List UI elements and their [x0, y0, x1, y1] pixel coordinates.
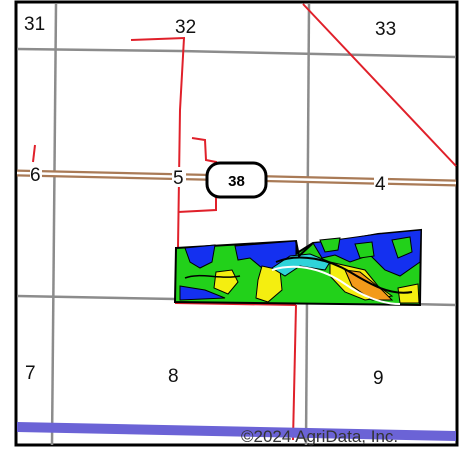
water-band: [17, 422, 456, 441]
section-label-7: 7: [25, 363, 36, 384]
section-label-33: 33: [375, 19, 396, 40]
section-label-4: 4: [375, 174, 386, 195]
section-line-north: [16, 47, 457, 59]
section-labels: 31 32 33 6 5 4 7 8 9: [24, 14, 396, 389]
section-line-middle: [304, 3, 311, 446]
red-boundary-lines: [32, 3, 457, 441]
red-line-northwest: [130, 37, 186, 41]
section-label-32: 32: [175, 17, 196, 38]
soil-polygon-orange: [344, 269, 394, 301]
red-line-diagonal: [302, 3, 457, 167]
soil-polygon-yellow-west: [213, 269, 239, 295]
section-label-6: 6: [30, 165, 41, 186]
section-label-5: 5: [173, 168, 184, 189]
soil-polygon-green-island-2: [391, 236, 413, 259]
highway-number: 38: [228, 173, 245, 190]
soil-field: [173, 228, 423, 307]
soil-polygon-green-island-1: [319, 237, 341, 253]
copyright-text: ©2024 AgriData, Inc.: [241, 427, 398, 446]
soil-polygon-blue-west: [184, 244, 216, 269]
soil-drainage-line-2: [271, 265, 401, 305]
soil-drainage-line-3: [184, 274, 241, 279]
highway-shield: 38: [205, 161, 268, 199]
section-label-8: 8: [168, 366, 179, 387]
red-line-hook: [177, 137, 217, 213]
map-frame: [14, 0, 459, 447]
soil-polygon-blue-south: [179, 285, 226, 301]
red-line-north-south: [177, 37, 185, 249]
section-line-west: [50, 3, 58, 446]
red-line-field-bottom: [174, 302, 297, 306]
soil-polygon-green-island-3: [354, 241, 375, 259]
section-label-9: 9: [373, 368, 384, 389]
section-label-31: 31: [24, 14, 45, 35]
red-line-south: [292, 304, 297, 441]
red-line-west-tick: [32, 144, 36, 163]
soil-inner-boundary: [295, 240, 313, 258]
